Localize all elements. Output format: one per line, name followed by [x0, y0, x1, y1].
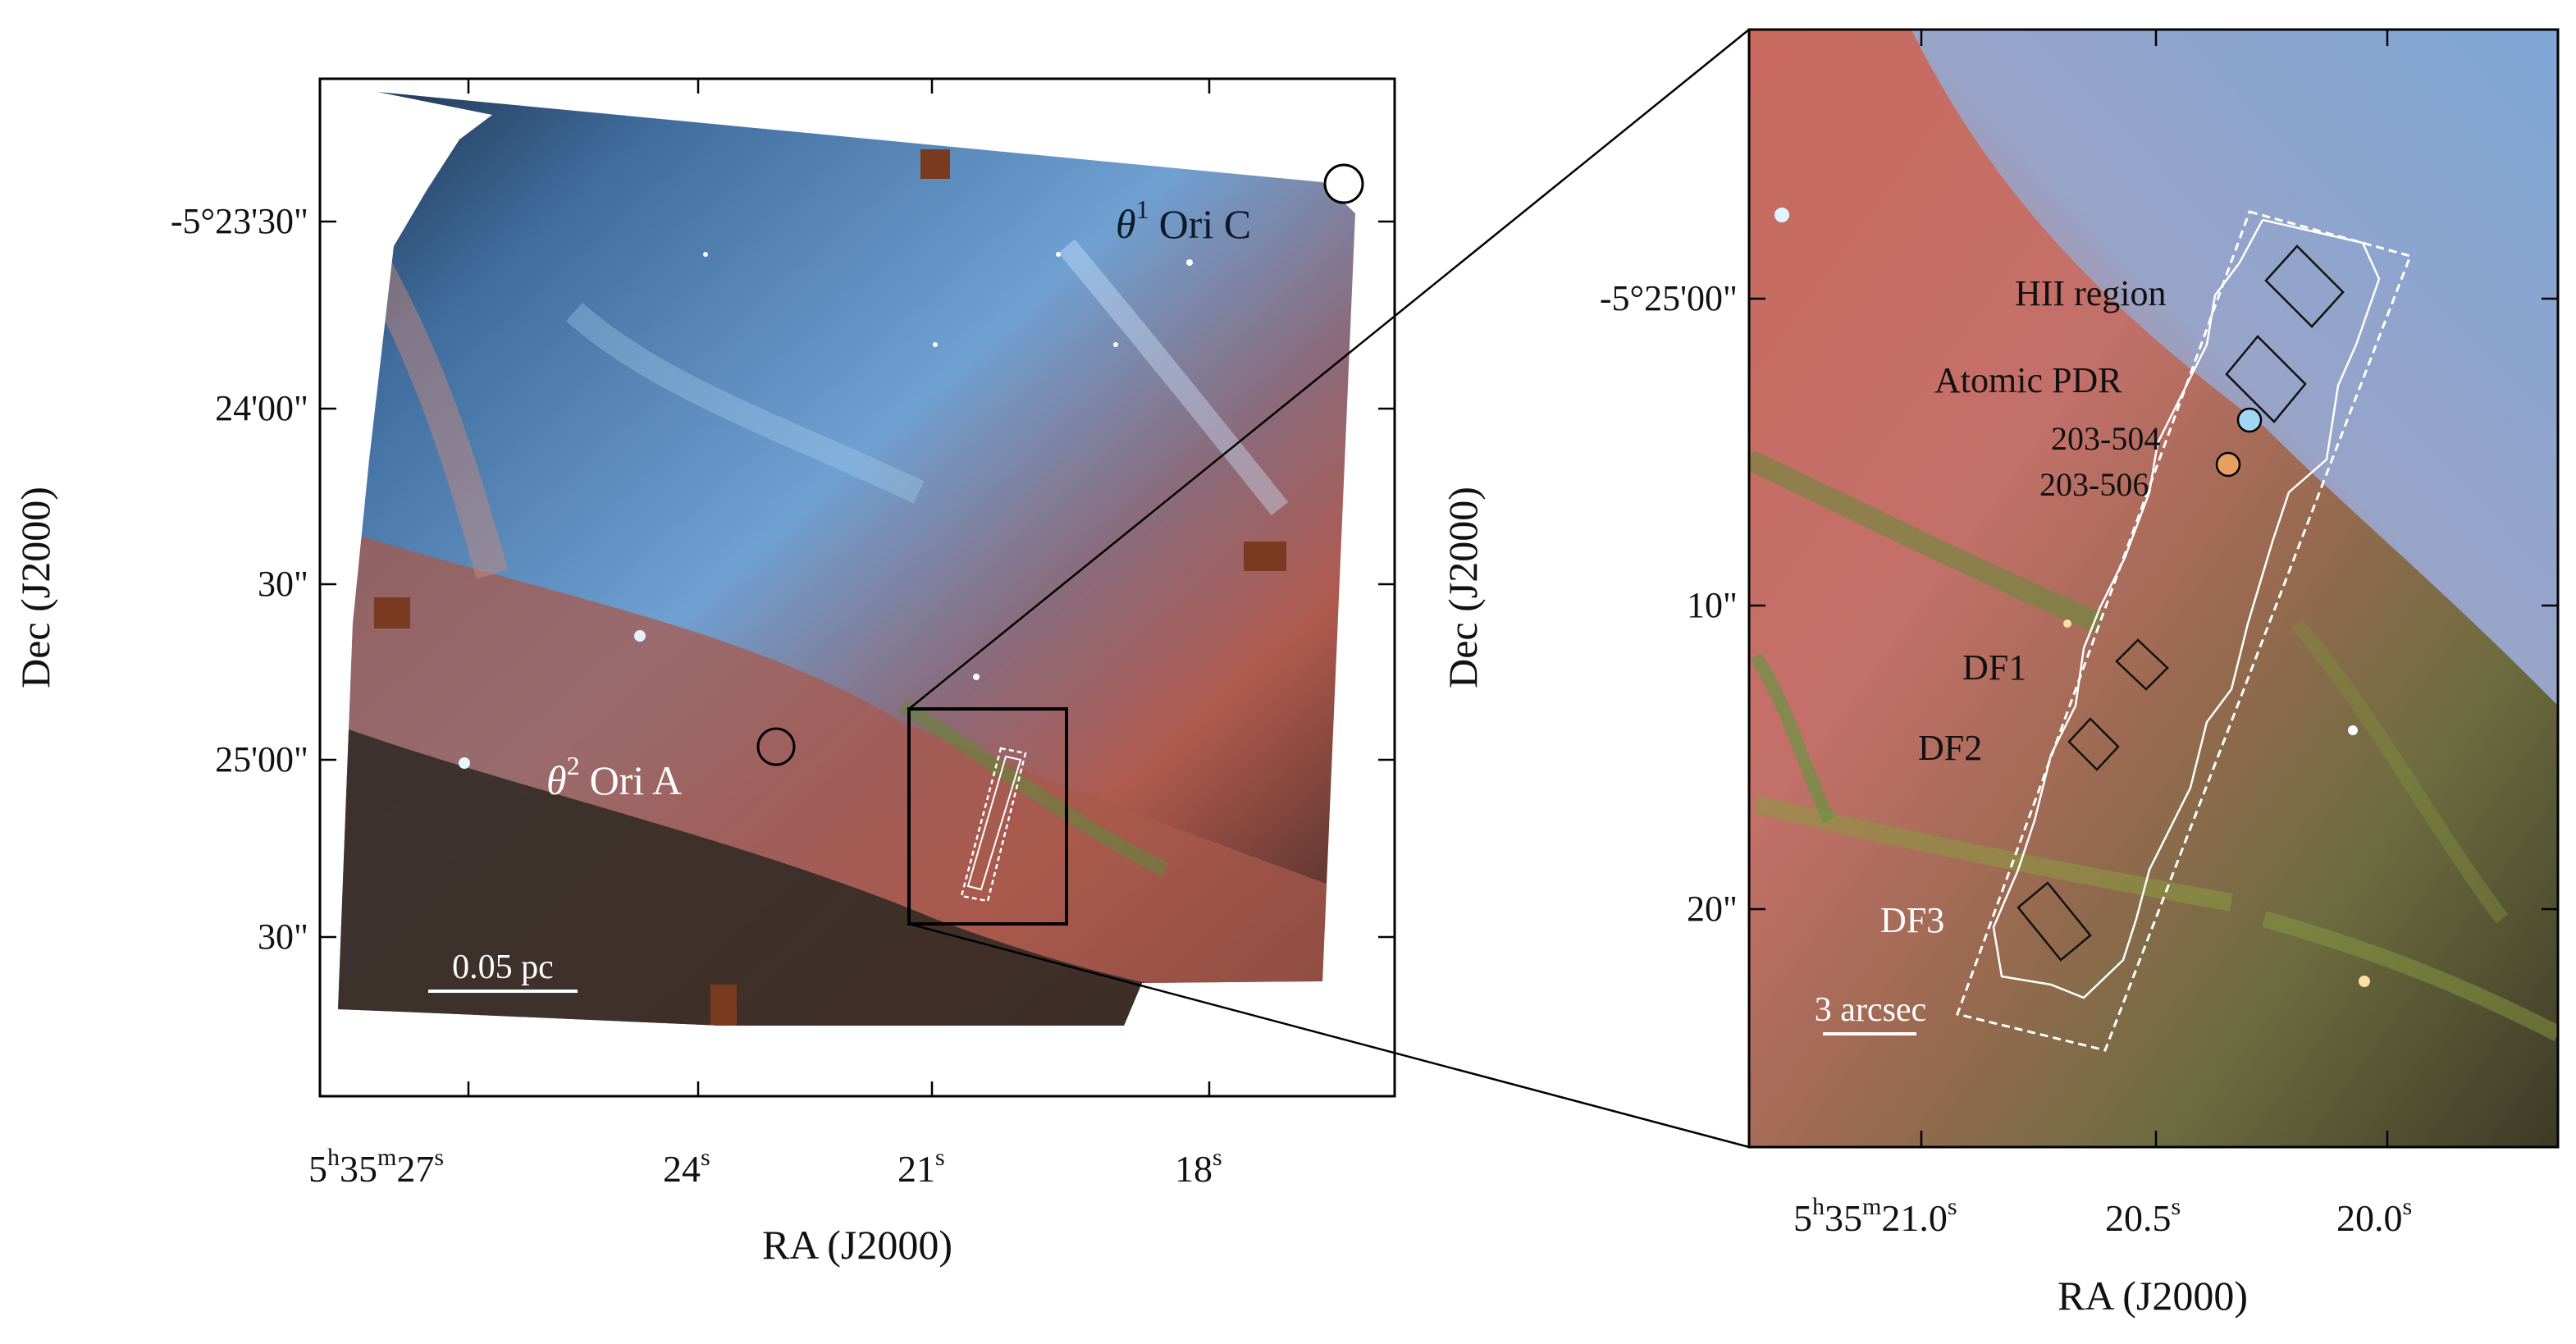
zoom-connector-bottom	[908, 922, 1750, 1149]
left-x-tick-label: 21s	[897, 1144, 945, 1190]
region-box-df1	[2115, 638, 2169, 691]
right-x-axis-label: RA (J2000)	[2058, 1273, 2248, 1319]
right-x-tick-marks	[1920, 30, 2389, 1147]
right-y-tick-label: -5°25'00"	[1600, 278, 1738, 318]
right-axes-frame	[1747, 28, 2560, 1149]
theta1-ori-c-label: θ1 Ori C	[1116, 194, 1251, 247]
left-x-axis-label: RA (J2000)	[762, 1222, 952, 1268]
right-y-tick-label: 20"	[1687, 889, 1738, 929]
right-y-tick-marks	[1749, 297, 2558, 911]
footprint-small-inner	[966, 755, 1022, 891]
left-y-tick-label: 24'00"	[215, 388, 308, 428]
label-df2: DF2	[1918, 728, 1982, 768]
proplyd-203-504-marker	[2236, 407, 2263, 433]
left-y-tick-label: 25'00"	[215, 739, 308, 779]
right-x-tick-label: 5h35m21.0s	[1793, 1193, 1957, 1239]
region-box-df2	[2067, 717, 2120, 771]
left-panel: -5°23'30" 24'00" 30" 25'00" 30" 5h35m27s…	[12, 77, 1396, 1268]
region-box-hii	[2264, 245, 2345, 328]
right-scale-bar-label: 3 arcsec	[1815, 991, 1926, 1029]
left-x-tick-label: 5h35m27s	[308, 1144, 444, 1190]
left-y-tick-label: 30"	[258, 564, 308, 604]
label-hii-region: HII region	[2015, 273, 2167, 313]
left-y-tick-marks	[320, 220, 1395, 939]
left-axes-frame	[318, 77, 1396, 1098]
left-y-tick-label: 30"	[258, 917, 308, 957]
left-x-tick-label: 18s	[1175, 1144, 1222, 1190]
theta2-ori-a-label: θ2 Ori A	[546, 751, 682, 803]
theta1-ori-c-marker	[1323, 163, 1364, 204]
region-box-df3	[2016, 881, 2092, 962]
label-203-504: 203-504	[2051, 420, 2160, 457]
zoom-connector-top	[908, 29, 1750, 710]
left-scale-bar-label: 0.05 pc	[452, 949, 554, 986]
proplyd-203-506-marker	[2215, 451, 2241, 478]
label-203-506: 203-506	[2039, 466, 2149, 503]
footprint-outline-solid	[1992, 218, 2381, 999]
label-df1: DF1	[1962, 647, 2026, 688]
label-atomic-pdr: Atomic PDR	[1934, 360, 2122, 400]
theta2-ori-a-marker	[756, 727, 796, 766]
footprint-small-outline	[960, 747, 1027, 903]
left-x-tick-label: 24s	[663, 1144, 710, 1190]
right-panel: -5°25'00" 10" 20" 5h35m21.0s 20.5s 20.0s…	[1440, 28, 2560, 1319]
label-df3: DF3	[1880, 900, 1944, 940]
right-x-tick-label: 20.5s	[2105, 1193, 2181, 1239]
right-nebula-image	[1749, 30, 2558, 1147]
left-y-axis-label: Dec (J2000)	[12, 487, 58, 688]
region-box-atomic-pdr	[2225, 335, 2307, 423]
zoom-box	[907, 707, 1068, 926]
left-y-tick-label: -5°23'30"	[171, 201, 308, 241]
left-nebula-image	[338, 92, 1355, 1026]
right-x-tick-label: 20.0s	[2336, 1193, 2412, 1239]
left-x-tick-marks	[467, 79, 1211, 1096]
right-y-axis-label: Dec (J2000)	[1440, 487, 1486, 688]
right-y-tick-label: 10"	[1687, 585, 1738, 625]
